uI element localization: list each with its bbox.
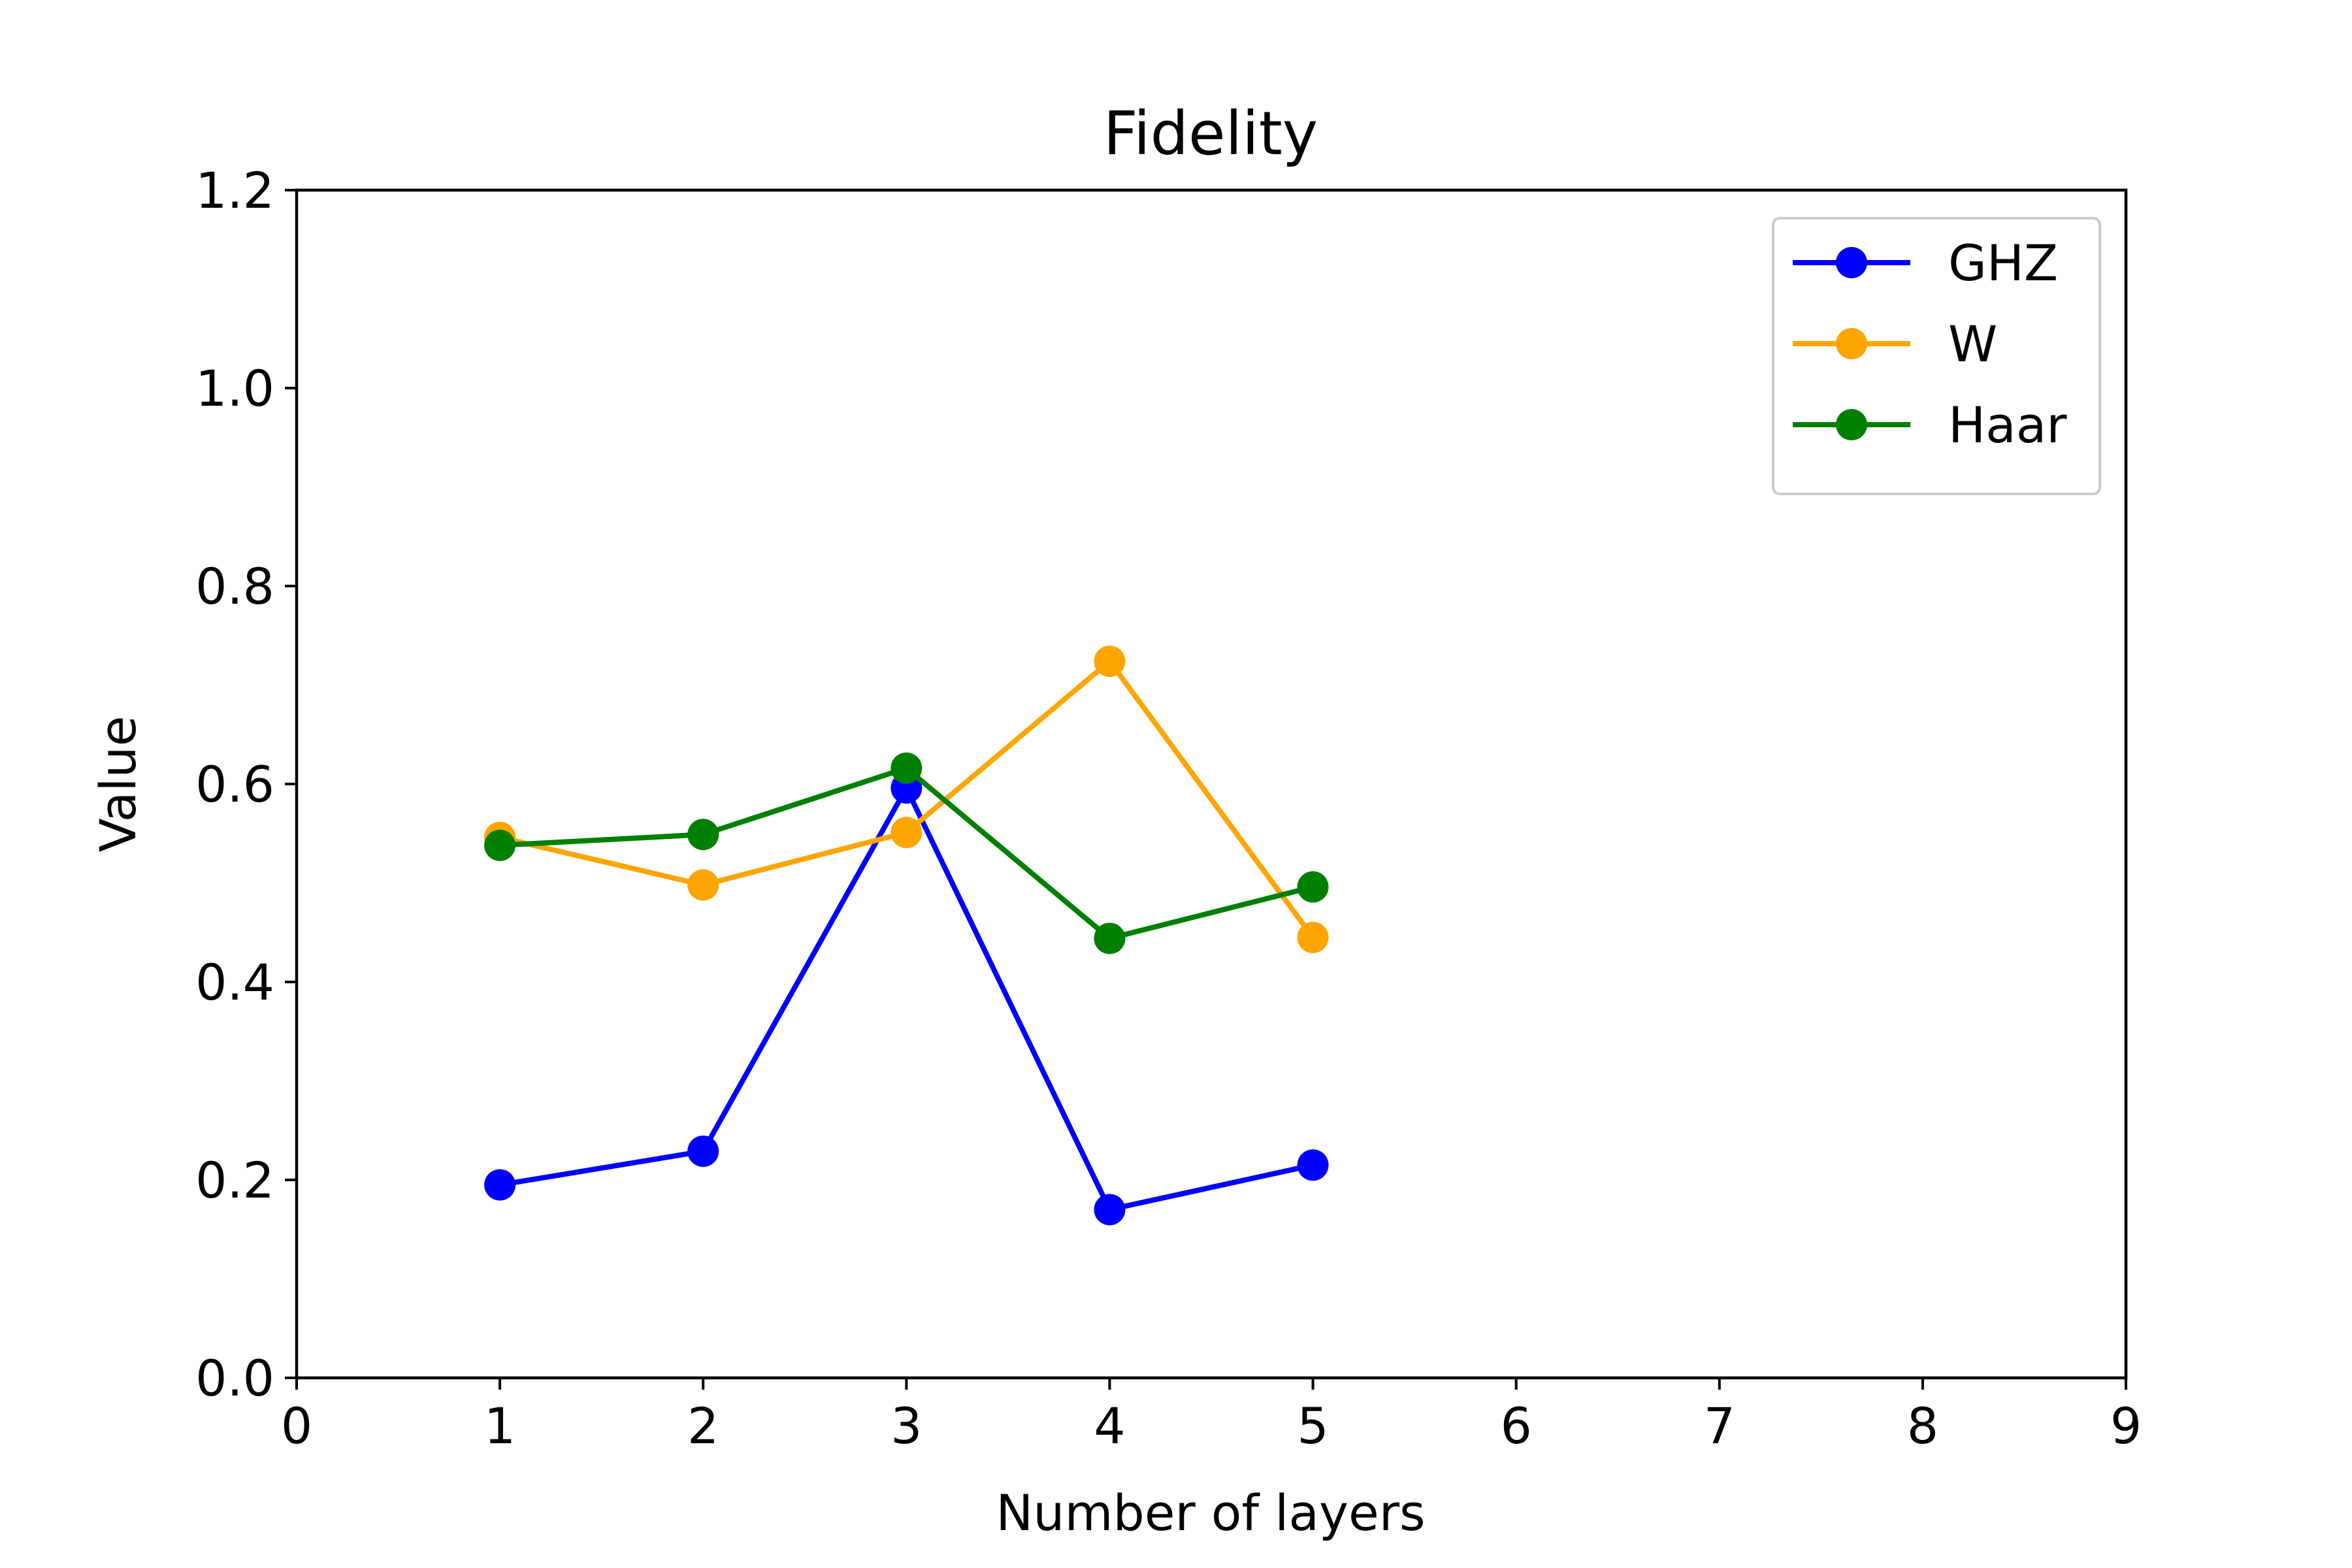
series-layer [484, 645, 1329, 1226]
x-tick-label: 9 [2110, 1397, 2142, 1455]
x-tick-label: 5 [1297, 1397, 1328, 1455]
data-point-haar [1094, 923, 1126, 955]
y-tick-label: 0.0 [195, 1349, 274, 1407]
x-tick-label: 1 [484, 1397, 515, 1455]
x-axis: 0 1 2 3 4 5 6 7 8 9 [281, 1378, 2142, 1455]
legend-label-haar: Haar [1948, 396, 2067, 454]
legend-label-ghz: GHZ [1948, 234, 2058, 292]
legend-marker-ghz [1836, 247, 1867, 278]
legend: GHZ W Haar [1772, 217, 2101, 495]
data-point-haar [1297, 871, 1329, 903]
chart-title: Fidelity [1103, 99, 1318, 169]
legend-label-w: W [1948, 315, 1997, 373]
legend-item-ghz: GHZ [1793, 234, 2058, 292]
x-tick-label: 0 [281, 1397, 312, 1455]
x-tick-label: 8 [1907, 1397, 1938, 1455]
data-point-haar [484, 829, 516, 861]
y-tick-label: 0.8 [195, 557, 274, 615]
y-tick-label: 0.4 [195, 953, 274, 1011]
y-tick-label: 1.2 [195, 161, 274, 220]
data-point-w [687, 869, 719, 901]
x-tick-label: 7 [1704, 1397, 1735, 1455]
data-point-ghz [687, 1135, 719, 1168]
y-tick-label: 0.6 [195, 755, 274, 813]
data-point-ghz [484, 1169, 516, 1201]
legend-marker-haar [1836, 409, 1867, 440]
data-point-w [1094, 645, 1126, 678]
x-tick-label: 2 [687, 1397, 719, 1455]
y-tick-label: 1.0 [195, 359, 274, 417]
data-point-ghz [1094, 1194, 1126, 1226]
legend-item-w: W [1793, 315, 1997, 373]
data-point-haar [890, 752, 923, 784]
x-axis-label: Number of layers [996, 1484, 1425, 1542]
y-axis-label: Value [89, 716, 147, 853]
series-haar [484, 752, 1329, 955]
x-tick-label: 4 [1094, 1397, 1125, 1455]
y-tick-label: 0.2 [195, 1151, 274, 1209]
x-tick-label: 3 [890, 1397, 922, 1455]
x-tick-label: 6 [1500, 1397, 1531, 1455]
data-point-w [1297, 921, 1329, 953]
legend-marker-w [1836, 328, 1867, 359]
data-point-ghz [1297, 1149, 1329, 1181]
legend-item-haar: Haar [1793, 396, 2067, 454]
data-point-haar [687, 819, 719, 851]
y-axis: 0.0 0.2 0.4 0.6 0.8 1.0 1.2 [195, 161, 297, 1407]
data-point-w [890, 817, 923, 849]
